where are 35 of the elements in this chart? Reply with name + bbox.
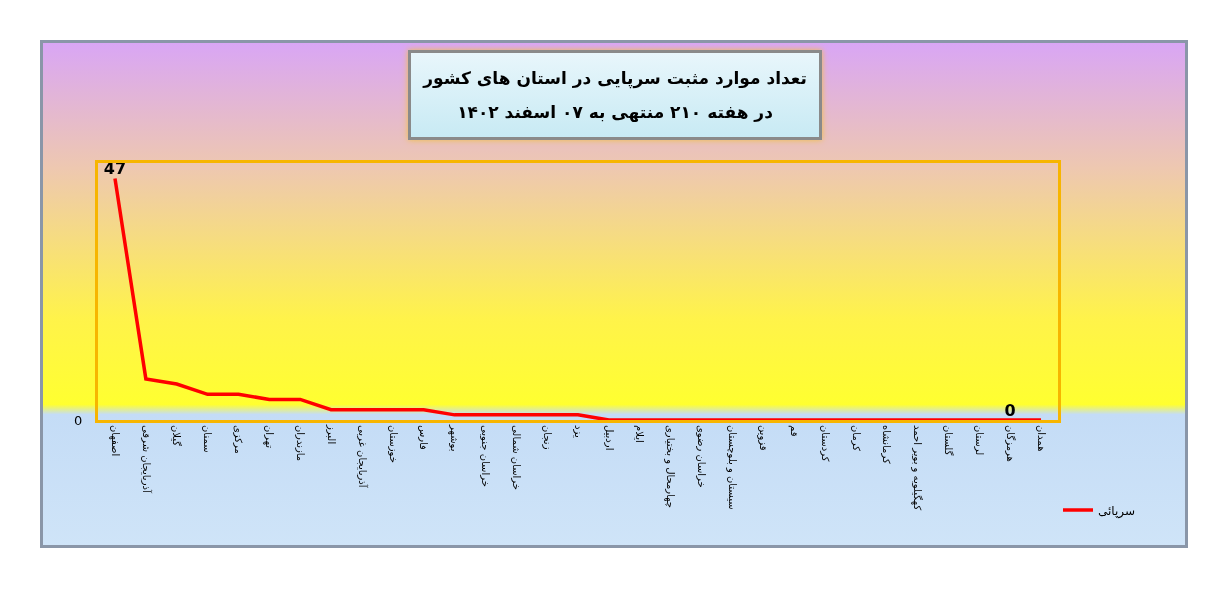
x-tick-label: کرمان — [850, 425, 862, 452]
x-tick-label: قزوین — [756, 425, 769, 451]
x-tick-label: قم — [787, 425, 800, 437]
x-tick-label: خراسان جنوبی — [480, 425, 492, 487]
x-tick-label: گلستان — [943, 425, 955, 456]
x-tick-label: البرز — [325, 424, 337, 445]
x-tick-label: اصفهان — [108, 425, 121, 457]
x-tick-label: کرمانشاه — [881, 425, 893, 464]
x-tick-label: هرمزگان — [1004, 425, 1016, 462]
x-tick-label: لرستان — [974, 425, 986, 456]
x-tick-label: ایلام — [634, 425, 646, 443]
x-tick-label: آذربایجان شرقی — [140, 425, 153, 494]
x-tick-label: تهران — [263, 425, 276, 449]
x-tick-label: خراسان شمالی — [511, 425, 523, 491]
text: 0 — [74, 413, 83, 428]
x-tick-label: اردبیل — [603, 425, 615, 451]
x-tick-label: مرکزی — [233, 425, 245, 454]
x-tick-label: همدان — [1035, 425, 1047, 452]
data-label: 0 — [1004, 401, 1016, 420]
x-tick-label: آذربایجان غربی — [356, 425, 369, 489]
x-tick-label: بوشهر — [448, 424, 461, 452]
x-tick-label: زنجان — [541, 425, 553, 450]
chart-title: تعداد موارد مثبت سرپایی در استان های کشور در هفته ۲۱۰ منتهی به ۰۷ اسفند ۱۴۰۲ — [408, 50, 822, 140]
x-tick-label: فارس — [418, 425, 430, 451]
x-tick-label: خوزستان — [387, 425, 399, 463]
x-tick-label: کردستان — [819, 425, 831, 462]
x-tick-label: کهگیلویه و بویر احمد — [911, 425, 924, 511]
x-tick-label: گیلان — [171, 425, 183, 447]
x-tick-label: یزد — [572, 425, 584, 438]
x-tick-label: سمنان — [202, 425, 214, 453]
x-tick-label: سیستان و بلوچستان — [726, 425, 739, 510]
x-tick-label: خراسان رضوی — [696, 425, 708, 488]
legend-label: سرپائی — [1098, 503, 1136, 519]
x-tick-label: مازندران — [294, 425, 306, 462]
x-tick-label: چهارمحال و بختیاری — [664, 425, 677, 508]
